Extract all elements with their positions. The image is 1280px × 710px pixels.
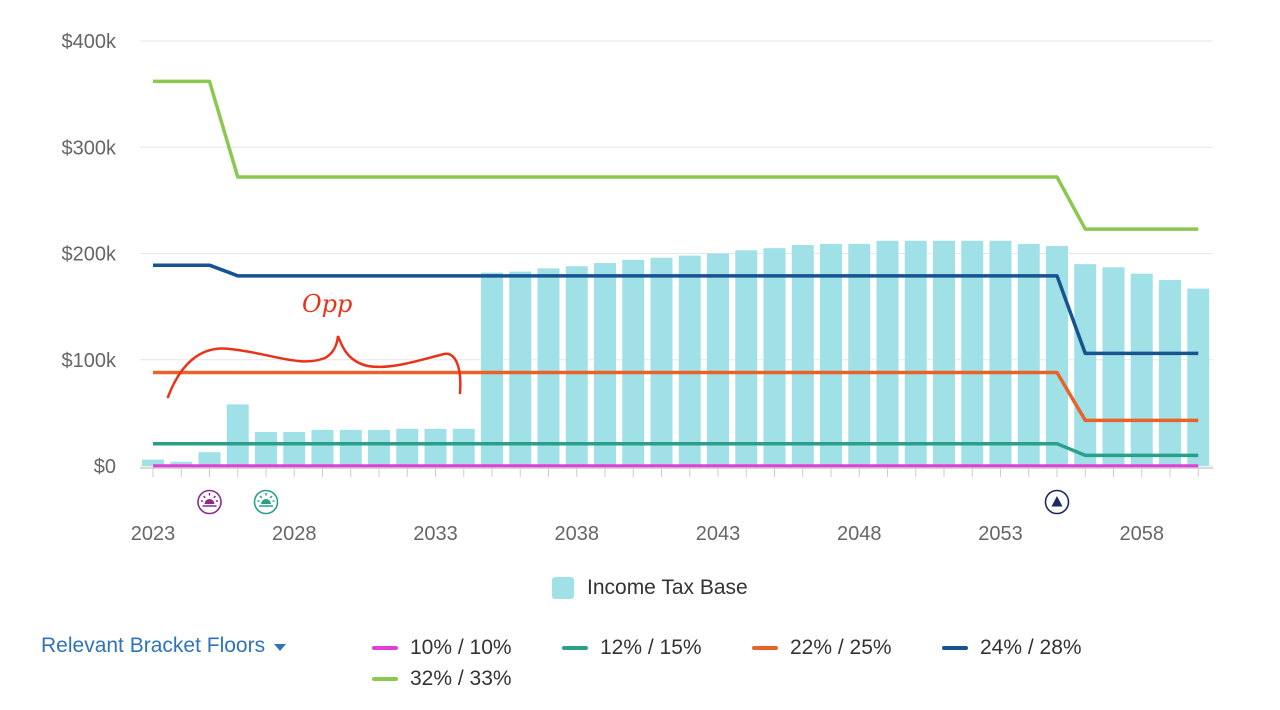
x-tick-label: 2033	[413, 523, 458, 545]
bracket-line-32-33[interactable]	[153, 79, 1199, 231]
sunrise-icon[interactable]	[253, 489, 279, 515]
income-tax-base-bar[interactable]	[396, 428, 419, 466]
legend-income-tax-base[interactable]: Income Tax Base	[552, 576, 748, 600]
income-tax-base-bar[interactable]	[707, 253, 729, 467]
y-tick-label: $400k	[62, 31, 117, 53]
legend-item-bracket[interactable]: 24% / 28%	[942, 632, 1132, 663]
legend-item-bracket[interactable]: 22% / 25%	[752, 632, 942, 663]
income-tax-base-bar[interactable]	[424, 428, 447, 466]
annotation-brace	[166, 335, 462, 399]
income-tax-base-bar[interactable]	[791, 245, 814, 466]
income-tax-base-bar[interactable]	[820, 243, 842, 466]
income-tax-base-bar[interactable]	[1187, 288, 1210, 466]
x-tick-label: 2058	[1120, 523, 1165, 545]
legend-line-swatch	[752, 645, 778, 650]
income-tax-base-bar[interactable]	[368, 429, 390, 466]
legend-line-label: 12% / 15%	[600, 635, 702, 659]
event-markers	[197, 489, 1070, 515]
income-tax-base-bar[interactable]	[142, 459, 164, 466]
income-tax-base-bar[interactable]	[876, 240, 899, 466]
y-tick-label: $0	[94, 456, 116, 478]
legend-item-bracket[interactable]: 10% / 10%	[372, 632, 562, 663]
legend-label-income-tax-base: Income Tax Base	[587, 576, 748, 599]
y-tick-label: $100k	[62, 350, 117, 372]
bracket-floor-legend: 10% / 10% 12% / 15% 22% / 25% 24% / 28% 32% …	[372, 632, 1152, 694]
income-tax-base-bar[interactable]	[904, 240, 927, 466]
income-tax-base-bar[interactable]	[989, 240, 1012, 466]
chart-canvas: $0$100k$200k$300k$400k 2023 2028 2033 2038 2…	[62, 31, 1213, 545]
x-tick-label: 2038	[555, 523, 600, 545]
income-tax-base-bar[interactable]	[933, 240, 955, 466]
legend-line-label: 22% / 25%	[790, 635, 892, 659]
income-tax-base-bar[interactable]	[650, 257, 673, 466]
bracket-line-12-15[interactable]	[153, 441, 1199, 458]
relevant-bracket-floors-dropdown[interactable]: Relevant Bracket Floors	[41, 634, 287, 658]
legend-swatch-income-tax-base	[552, 577, 574, 599]
income-tax-base-bar[interactable]	[509, 271, 532, 466]
legend-line-label: 24% / 28%	[980, 635, 1082, 659]
y-axis: $0 $100k $200k $300k $400k	[62, 31, 117, 478]
income-tax-base-bar[interactable]	[226, 404, 249, 466]
caret-down-icon	[274, 643, 287, 651]
income-tax-base-bar[interactable]	[1046, 246, 1068, 466]
x-axis: 2023 2028 2033 2038 2043 2048 2053 2058	[131, 467, 1213, 545]
legend-item-bracket[interactable]: 12% / 15%	[562, 632, 752, 663]
bracket-line-24-28[interactable]	[153, 263, 1199, 356]
income-tax-base-bar[interactable]	[961, 240, 984, 466]
income-tax-base-bar[interactable]	[255, 432, 277, 466]
x-tick-label: 2023	[131, 523, 176, 545]
legend-line-swatch	[562, 645, 588, 650]
x-tick-label: 2053	[978, 523, 1023, 545]
bracket-line-22-25[interactable]	[153, 370, 1199, 423]
income-tax-base-bar[interactable]	[481, 272, 503, 466]
x-tick-label: 2043	[696, 523, 741, 545]
income-tax-base-bar[interactable]	[565, 266, 588, 466]
bracket-floor-lines	[153, 79, 1199, 468]
legend-item-bracket[interactable]: 32% / 33%	[372, 663, 562, 694]
income-tax-base-bar[interactable]	[678, 255, 701, 466]
income-tax-base-bar[interactable]	[594, 263, 616, 466]
income-tax-base-bar[interactable]	[339, 429, 362, 466]
sunrise-icon[interactable]	[197, 489, 222, 515]
triangle-up-icon[interactable]	[1044, 489, 1070, 515]
annotation-text: Opp	[302, 290, 352, 318]
income-tax-base-bar[interactable]	[311, 429, 334, 466]
income-tax-base-bar[interactable]	[452, 428, 475, 466]
income-tax-base-bar[interactable]	[283, 432, 306, 466]
income-tax-base-bar[interactable]	[537, 268, 560, 466]
income-tax-base-bar[interactable]	[735, 250, 758, 466]
y-tick-label: $300k	[62, 137, 117, 159]
x-tick-label: 2048	[837, 523, 882, 545]
income-tax-base-bar[interactable]	[848, 243, 871, 466]
income-tax-base-bar[interactable]	[1017, 243, 1040, 466]
legend-line-swatch	[942, 645, 968, 650]
x-tick-label: 2028	[272, 523, 317, 545]
relevant-bracket-floors-label: Relevant Bracket Floors	[41, 634, 266, 657]
income-tax-base-bar[interactable]	[1102, 267, 1125, 466]
income-tax-base-bar[interactable]	[198, 452, 221, 466]
handwritten-annotation: Opp	[166, 290, 462, 399]
legend-line-label: 32% / 33%	[410, 666, 512, 690]
income-tax-base-bar[interactable]	[170, 461, 193, 466]
income-tax-base-bar[interactable]	[1130, 273, 1153, 466]
legend-line-label: 10% / 10%	[410, 635, 512, 659]
income-tax-base-bar[interactable]	[622, 259, 645, 466]
income-tax-base-bar[interactable]	[1159, 280, 1181, 466]
legend-line-swatch	[372, 645, 398, 650]
income-tax-base-bars	[142, 240, 1210, 467]
legend-line-swatch	[372, 676, 398, 681]
y-tick-label: $200k	[62, 244, 117, 266]
income-tax-base-bar[interactable]	[1074, 264, 1097, 466]
income-tax-base-bar[interactable]	[763, 248, 786, 466]
